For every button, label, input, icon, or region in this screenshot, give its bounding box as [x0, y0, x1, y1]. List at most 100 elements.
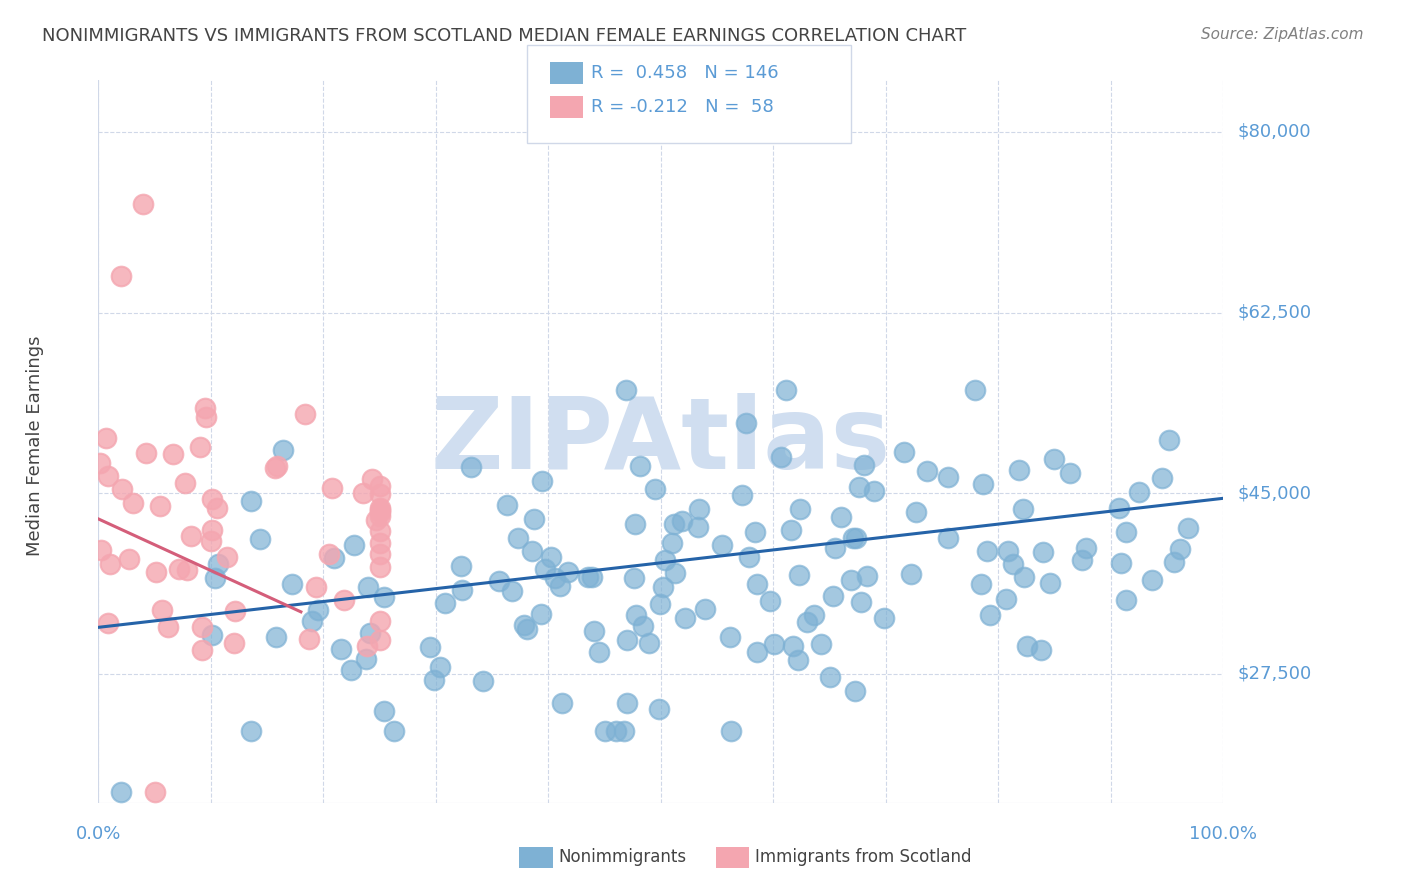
Point	[419, 640, 441, 654]
Point	[782, 640, 804, 654]
Point	[1157, 434, 1180, 448]
Point	[671, 514, 693, 528]
Point	[266, 631, 288, 645]
Point	[718, 630, 741, 644]
Point	[354, 652, 377, 666]
Point	[249, 532, 271, 546]
Point	[853, 458, 876, 472]
Point	[132, 197, 155, 211]
Point	[654, 552, 676, 566]
Point	[368, 615, 391, 629]
Point	[830, 509, 852, 524]
Point	[644, 482, 666, 496]
Point	[623, 571, 645, 585]
Text: 100.0%: 100.0%	[1189, 825, 1257, 843]
Text: Immigrants from Scotland: Immigrants from Scotland	[755, 848, 972, 866]
Point	[472, 673, 495, 688]
Point	[204, 571, 226, 585]
Point	[294, 407, 316, 421]
Point	[368, 479, 391, 493]
Point	[628, 459, 651, 474]
Point	[343, 538, 366, 552]
Point	[1008, 463, 1031, 477]
Point	[745, 645, 768, 659]
Point	[322, 551, 344, 566]
Point	[523, 511, 546, 525]
Point	[845, 531, 868, 545]
Point	[688, 501, 710, 516]
Text: 0.0%: 0.0%	[76, 825, 121, 843]
Point	[616, 632, 638, 647]
Point	[963, 383, 986, 397]
Point	[488, 574, 510, 588]
Point	[738, 549, 761, 564]
Point	[240, 723, 263, 738]
Point	[856, 568, 879, 582]
Text: $80,000: $80,000	[1237, 123, 1310, 141]
Point	[1177, 521, 1199, 535]
Point	[720, 723, 742, 738]
Point	[583, 624, 606, 639]
Point	[651, 580, 673, 594]
Point	[191, 642, 214, 657]
Point	[976, 543, 998, 558]
Point	[581, 570, 603, 584]
Text: $62,500: $62,500	[1237, 303, 1312, 321]
Point	[762, 637, 785, 651]
Point	[89, 456, 111, 470]
Point	[994, 591, 1017, 606]
Point	[201, 523, 224, 537]
Point	[1115, 524, 1137, 539]
Point	[360, 472, 382, 486]
Point	[576, 569, 599, 583]
Point	[530, 474, 553, 488]
Point	[339, 663, 361, 677]
Point	[936, 532, 959, 546]
Text: Source: ZipAtlas.com: Source: ZipAtlas.com	[1201, 27, 1364, 42]
Point	[433, 596, 456, 610]
Point	[787, 568, 810, 582]
Point	[1150, 471, 1173, 485]
Point	[217, 549, 239, 564]
Point	[1128, 484, 1150, 499]
Point	[593, 723, 616, 738]
Text: Median Female Earnings: Median Female Earnings	[27, 335, 44, 557]
Point	[173, 476, 195, 491]
Point	[533, 562, 555, 576]
Point	[1074, 541, 1097, 556]
Text: $45,000: $45,000	[1237, 484, 1312, 502]
Point	[1012, 570, 1035, 584]
Point	[839, 574, 862, 588]
Point	[1002, 557, 1025, 571]
Point	[368, 632, 391, 647]
Text: $27,500: $27,500	[1237, 665, 1312, 682]
Point	[979, 608, 1001, 623]
Point	[775, 383, 797, 397]
Point	[789, 502, 811, 516]
Text: Nonimmigrants: Nonimmigrants	[558, 848, 686, 866]
Point	[97, 468, 120, 483]
Point	[900, 567, 922, 582]
Point	[110, 785, 132, 799]
Point	[1140, 573, 1163, 587]
Point	[673, 611, 696, 625]
Point	[90, 543, 112, 558]
Point	[94, 431, 117, 445]
Point	[167, 562, 190, 576]
Text: R =  0.458   N = 146: R = 0.458 N = 146	[591, 64, 778, 82]
Point	[810, 637, 832, 651]
Text: ZIPAtlas: ZIPAtlas	[430, 393, 891, 490]
Point	[648, 597, 671, 611]
Point	[588, 645, 610, 659]
Point	[1111, 556, 1133, 570]
Point	[150, 603, 173, 617]
Point	[848, 480, 870, 494]
Point	[368, 505, 391, 519]
Point	[239, 494, 262, 508]
Point	[936, 470, 959, 484]
Point	[1059, 466, 1081, 480]
Point	[688, 520, 710, 534]
Point	[1012, 502, 1035, 516]
Point	[264, 461, 287, 475]
Point	[516, 622, 538, 636]
